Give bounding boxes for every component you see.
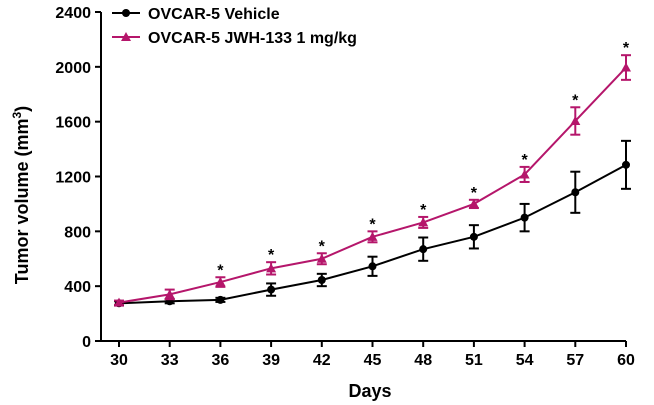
data-point	[114, 297, 124, 307]
data-point	[622, 160, 630, 169]
x-tick-label: 54	[516, 352, 534, 369]
x-tick-label: 51	[465, 352, 483, 369]
y-tick-label: 0	[82, 334, 91, 351]
legend: OVCAR-5 Vehicle OVCAR-5 JWH-133 1 mg/kg	[112, 6, 357, 47]
x-axis: 30 33 36 39 42 45 48 51 54 57 60	[101, 340, 635, 369]
legend-item-jwh133: OVCAR-5 JWH-133 1 mg/kg	[112, 30, 357, 47]
y-axis-title-close: )	[12, 106, 32, 112]
legend-marker	[122, 9, 130, 17]
y-tick-label: 400	[64, 279, 91, 296]
data-point	[317, 275, 326, 284]
significance-star: *	[521, 152, 528, 169]
significance-star: *	[471, 185, 478, 202]
legend-item-vehicle: OVCAR-5 Vehicle	[112, 6, 280, 23]
data-point	[468, 198, 479, 208]
data-point	[418, 217, 429, 227]
y-tick-label: 2000	[55, 60, 91, 77]
data-point	[368, 262, 377, 271]
series-layer: * * * * * * * * *	[114, 40, 631, 308]
data-point	[520, 213, 529, 222]
data-point	[267, 285, 276, 294]
legend-marker	[121, 32, 131, 41]
significance-star: *	[369, 216, 376, 233]
data-point	[164, 289, 175, 299]
data-point	[215, 277, 226, 287]
data-point	[419, 245, 428, 254]
y-tick-label: 2400	[55, 5, 91, 22]
data-point	[571, 188, 580, 197]
x-tick-label: 48	[414, 352, 432, 369]
y-tick-label: 1600	[55, 115, 91, 132]
x-tick-label: 45	[364, 352, 382, 369]
x-tick-label: 30	[110, 352, 128, 369]
significance-star: *	[572, 92, 579, 109]
x-tick-label: 60	[617, 352, 635, 369]
data-point	[316, 253, 327, 263]
y-tick-label: 800	[64, 224, 91, 241]
data-point	[216, 295, 225, 304]
series-jwh133: * * * * * * * * *	[114, 40, 631, 307]
y-tick-label: 1200	[55, 170, 91, 187]
x-tick-label: 36	[212, 352, 230, 369]
legend-label: OVCAR-5 Vehicle	[148, 6, 280, 23]
data-point	[469, 232, 478, 241]
significance-star: *	[319, 238, 326, 255]
y-axis-title: Tumor volume (mm3)	[10, 106, 32, 284]
data-point	[367, 231, 378, 241]
x-tick-label: 57	[566, 352, 584, 369]
y-axis-title-superscript: 3	[10, 112, 24, 119]
data-point	[570, 115, 581, 125]
data-point	[621, 62, 631, 72]
significance-star: *	[420, 202, 427, 219]
significance-star: *	[623, 40, 630, 57]
x-tick-label: 42	[313, 352, 331, 369]
data-point	[519, 169, 530, 179]
x-axis-title: Days	[348, 381, 391, 401]
legend-label: OVCAR-5 JWH-133 1 mg/kg	[148, 30, 357, 47]
x-tick-label: 33	[161, 352, 179, 369]
x-tick-label: 39	[262, 352, 280, 369]
data-point	[266, 263, 277, 273]
significance-star: *	[268, 247, 275, 264]
y-axis: 0 400 800 1200 1600 2000 2400	[55, 5, 102, 351]
significance-star: *	[217, 262, 224, 279]
y-axis-title-main: Tumor volume (mm	[12, 119, 32, 285]
